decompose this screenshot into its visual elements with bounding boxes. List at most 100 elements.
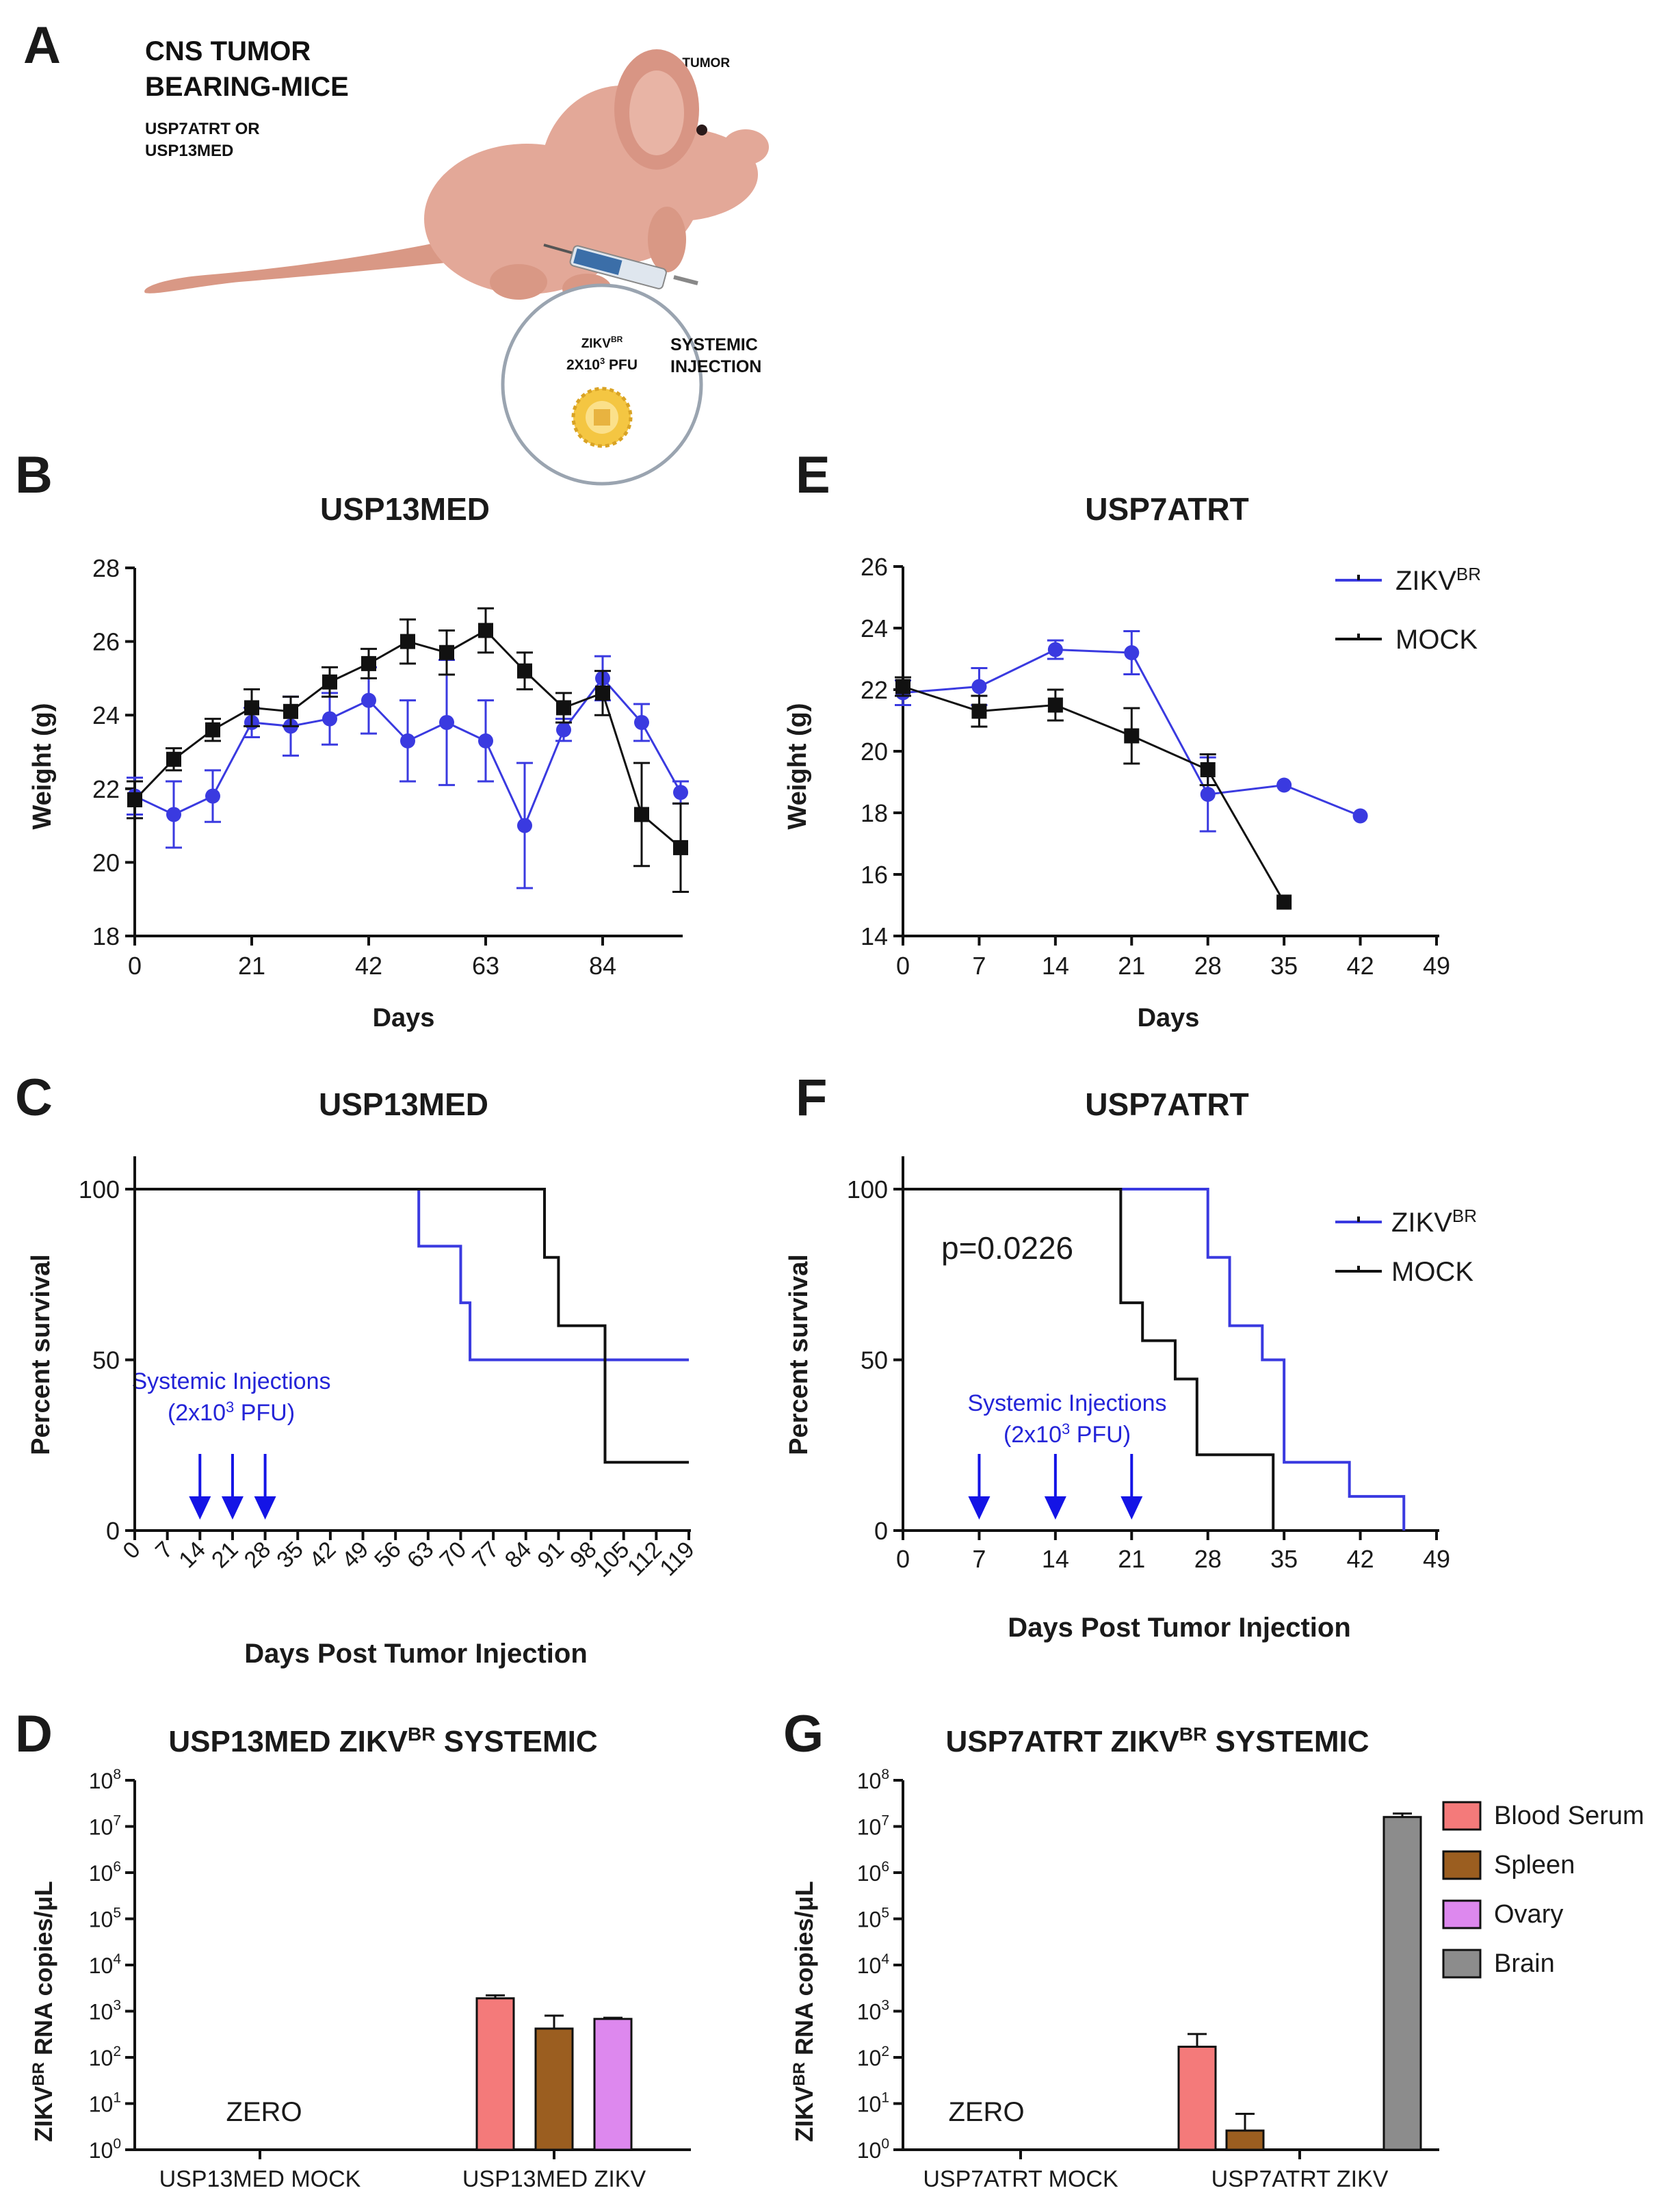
data-point-mock bbox=[1124, 728, 1140, 744]
data-point-mock bbox=[895, 679, 910, 694]
chart-title: USP13MED bbox=[320, 491, 490, 527]
axis-label-y: ZIKVBR RNA copies/μL bbox=[790, 1881, 818, 2142]
injection-arrow-head bbox=[968, 1496, 991, 1520]
y-tick-label: 100 bbox=[857, 2136, 889, 2163]
x-tick-label: 21 bbox=[207, 1537, 244, 1574]
y-tick-label: 106 bbox=[857, 1859, 889, 1886]
data-point-mock bbox=[244, 700, 259, 716]
x-tick-label: 63 bbox=[402, 1537, 439, 1574]
data-point-zikv bbox=[166, 807, 181, 822]
y-tick-label: 18 bbox=[92, 922, 120, 950]
y-tick-label: 18 bbox=[861, 799, 888, 827]
y-tick-label: 103 bbox=[89, 1998, 121, 2025]
y-tick-label: 107 bbox=[89, 1813, 121, 1840]
data-point-mock bbox=[205, 722, 220, 738]
virus-dose-line2: 2X103 PFU bbox=[566, 356, 638, 373]
data-point-mock bbox=[517, 663, 532, 679]
x-tick-label: 63 bbox=[472, 952, 499, 980]
y-tick-label: 26 bbox=[92, 628, 120, 656]
x-tick-label: 21 bbox=[238, 952, 265, 980]
injection-arrow-head bbox=[254, 1496, 276, 1520]
panel-letter-a: A bbox=[23, 16, 61, 75]
panel-g: G USP7ATRT ZIKVBR SYSTEMIC ZIKVBR RNA co… bbox=[783, 1705, 1644, 2192]
y-tick-label: 103 bbox=[857, 1998, 889, 2025]
y-tick-label: 100 bbox=[89, 2136, 121, 2163]
x-tick-label: USP13MED MOCK bbox=[159, 2166, 361, 2192]
data-point-mock bbox=[127, 792, 142, 807]
y-tick-label: 20 bbox=[861, 738, 888, 766]
legend-label-brain: Brain bbox=[1494, 1949, 1555, 1978]
axis-label-y: Weight (g) bbox=[783, 703, 812, 829]
chart-title: USP7ATRT bbox=[1085, 491, 1248, 527]
x-tick-label: 91 bbox=[532, 1537, 569, 1574]
data-point-mock bbox=[322, 674, 337, 690]
x-tick-label: 49 bbox=[337, 1537, 374, 1574]
annotation-systemic-injections: Systemic Injections bbox=[968, 1390, 1167, 1416]
bar-ovary bbox=[593, 2018, 633, 2151]
axis-label-x: Days Post Tumor Injection bbox=[1008, 1613, 1351, 1643]
bar-spleen bbox=[534, 2027, 574, 2151]
data-point-zikv bbox=[361, 692, 376, 708]
x-tick-label: 21 bbox=[1118, 1545, 1145, 1573]
y-tick-label: 14 bbox=[861, 922, 888, 950]
x-tick-label: 28 bbox=[1194, 1545, 1222, 1573]
syringe-icon bbox=[543, 244, 698, 289]
legend-label-ovary: Ovary bbox=[1494, 1900, 1563, 1929]
legend: ZIKVBR MOCK bbox=[1335, 1206, 1477, 1287]
data-point-mock bbox=[400, 634, 415, 649]
y-tick-label: 106 bbox=[89, 1859, 121, 1886]
data-point-zikv bbox=[400, 733, 415, 749]
panel-letter-c: C bbox=[15, 1069, 53, 1127]
panel-f: F USP7ATRT Percent survival Days Post Tu… bbox=[785, 1069, 1477, 1643]
x-tick-label: 0 bbox=[896, 1545, 910, 1573]
injection-label-line2: INJECTION bbox=[670, 357, 761, 376]
data-point-mock bbox=[673, 840, 688, 855]
x-tick-label: 7 bbox=[972, 1545, 986, 1573]
x-tick-label: 28 bbox=[239, 1537, 276, 1574]
annotation-dose: (2x103 PFU) bbox=[1004, 1420, 1131, 1448]
axis-label-y: Percent survival bbox=[27, 1254, 55, 1455]
data-point-zikv bbox=[673, 785, 688, 801]
data-point-zikv bbox=[517, 818, 532, 833]
x-tick-label: 35 bbox=[1270, 952, 1298, 980]
data-point-zikv bbox=[971, 679, 987, 694]
x-tick-label: 49 bbox=[1423, 952, 1450, 980]
panel-letter-g: G bbox=[783, 1705, 824, 1763]
chart-title: USP13MED bbox=[319, 1087, 488, 1122]
x-tick-label: 119 bbox=[655, 1537, 699, 1581]
y-tick-label: 105 bbox=[89, 1905, 121, 1932]
legend-swatch-brain bbox=[1442, 1949, 1482, 1979]
legend-label-zikv: ZIKVBR bbox=[1395, 564, 1481, 596]
panel-letter-b: B bbox=[15, 446, 53, 504]
data-point-zikv bbox=[634, 714, 649, 730]
survival-curve-mock bbox=[903, 1188, 1275, 1531]
data-point-mock bbox=[595, 685, 610, 701]
y-tick-label: 101 bbox=[857, 2090, 889, 2117]
x-tick-label: 7 bbox=[972, 952, 986, 980]
legend-label-blood-serum: Blood Serum bbox=[1494, 1801, 1644, 1830]
panel-a-title-line1: CNS TUMOR bbox=[145, 36, 311, 66]
data-point-zikv bbox=[478, 733, 493, 749]
y-tick-label: 108 bbox=[89, 1767, 121, 1793]
virus-dose-circle bbox=[501, 283, 703, 486]
y-tick-label: 50 bbox=[92, 1346, 120, 1375]
y-tick-label: 100 bbox=[847, 1175, 888, 1203]
data-point-mock bbox=[361, 655, 376, 671]
data-point-mock bbox=[1276, 894, 1292, 910]
data-point-zikv bbox=[1047, 642, 1063, 658]
panel-letter-f: F bbox=[796, 1069, 827, 1127]
x-tick-label: 42 bbox=[304, 1537, 341, 1574]
y-tick-label: 100 bbox=[79, 1175, 120, 1203]
injection-arrow-head bbox=[1120, 1496, 1143, 1520]
x-tick-label: USP7ATRT MOCK bbox=[923, 2166, 1118, 2192]
x-tick-label: 42 bbox=[355, 952, 382, 980]
axis-label-x: Days Post Tumor Injection bbox=[244, 1639, 588, 1669]
chart-title: USP13MED ZIKVBR SYSTEMIC bbox=[168, 1723, 597, 1758]
bar-brain bbox=[1382, 1816, 1422, 2151]
y-tick-label: 24 bbox=[861, 614, 888, 642]
mouse-illustration bbox=[144, 49, 769, 304]
survival-curve-zikv bbox=[135, 1188, 689, 1362]
injection-arrow-head bbox=[1044, 1496, 1066, 1520]
y-tick-label: 20 bbox=[92, 848, 120, 876]
